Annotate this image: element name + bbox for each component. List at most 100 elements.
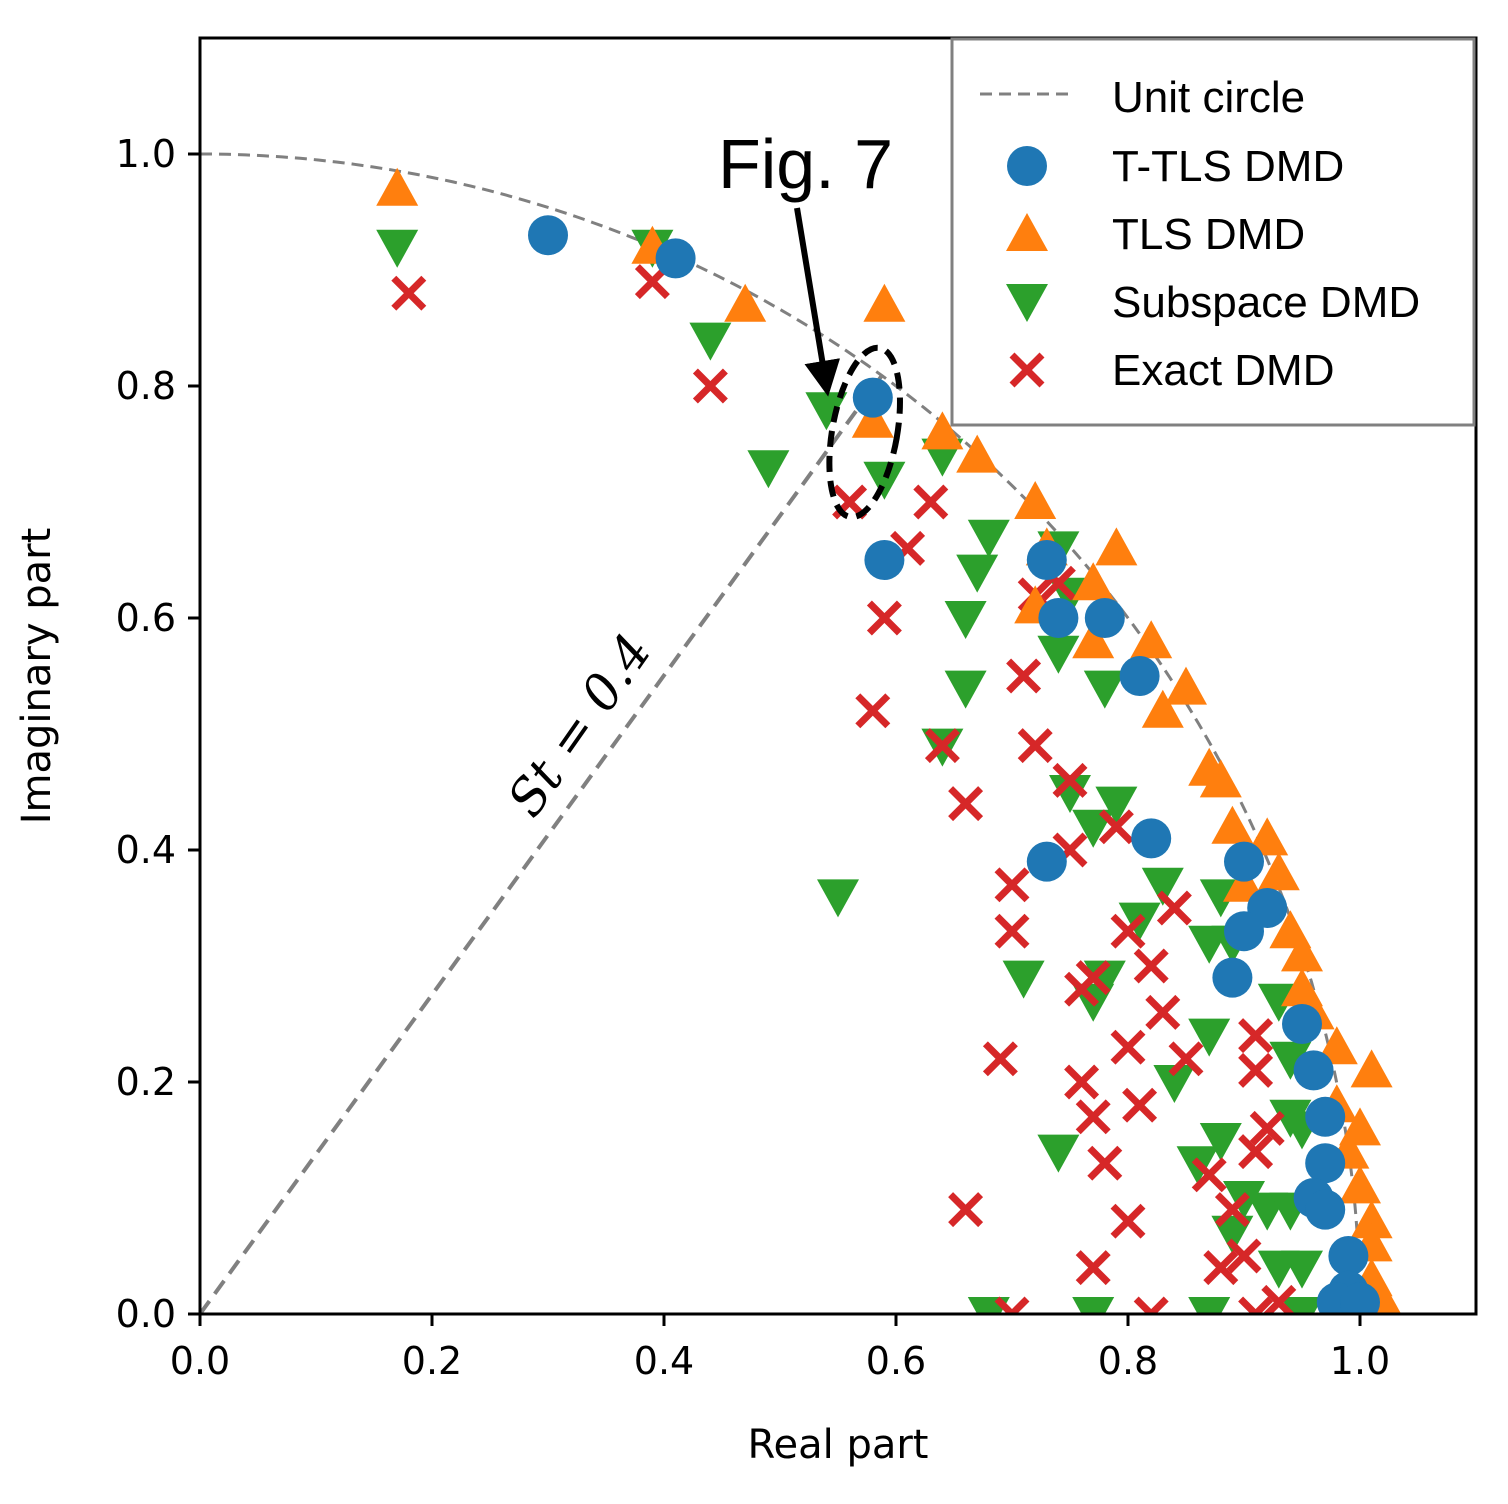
point-tls-dmd bbox=[1350, 1049, 1393, 1088]
point-tls-dmd bbox=[1246, 817, 1289, 856]
x-tick-label: 1.0 bbox=[1330, 1339, 1390, 1383]
point-exact-dmd bbox=[1238, 1134, 1274, 1170]
point-tls-dmd bbox=[1095, 527, 1138, 566]
point-subspace-dmd bbox=[1281, 1297, 1323, 1314]
point-exact-dmd bbox=[1133, 948, 1169, 984]
point-exact-dmd bbox=[1075, 1099, 1111, 1135]
point-tls-dmd bbox=[724, 283, 767, 322]
point-t-tls-dmd bbox=[1026, 841, 1067, 882]
point-exact-dmd bbox=[866, 600, 902, 636]
point-subspace-dmd bbox=[1188, 1018, 1231, 1057]
point-subspace-dmd bbox=[1188, 1297, 1231, 1314]
strouhal-line bbox=[200, 374, 884, 1314]
point-exact-dmd bbox=[1238, 1018, 1274, 1054]
point-subspace-dmd bbox=[1002, 960, 1045, 999]
legend-label-tls: TLS DMD bbox=[1112, 210, 1305, 259]
point-exact-dmd bbox=[948, 1192, 984, 1228]
point-t-tls-dmd bbox=[1084, 598, 1125, 638]
fig7-ellipse bbox=[826, 344, 903, 521]
point-t-tls-dmd bbox=[1224, 841, 1264, 882]
legend-marker-exact bbox=[1009, 352, 1045, 388]
point-subspace-dmd bbox=[1072, 809, 1115, 848]
point-subspace-dmd bbox=[689, 322, 732, 361]
y-axis-label: Imaginary part bbox=[14, 528, 60, 825]
point-tls-dmd bbox=[1141, 689, 1184, 728]
point-subspace-dmd bbox=[1188, 925, 1231, 964]
point-t-tls-dmd bbox=[1119, 656, 1160, 696]
x-tick-label: 0.8 bbox=[1098, 1339, 1158, 1383]
point-subspace-dmd bbox=[1269, 1041, 1312, 1080]
fig7-label: Fig. 7 bbox=[718, 125, 893, 203]
x-axis-label: Real part bbox=[748, 1422, 929, 1468]
point-t-tls-dmd bbox=[1328, 1236, 1369, 1276]
point-subspace-dmd bbox=[1095, 786, 1138, 825]
point-exact-dmd bbox=[1087, 1145, 1123, 1181]
legend-label-ttls: T-TLS DMD bbox=[1112, 142, 1344, 191]
point-exact-dmd bbox=[855, 693, 891, 729]
point-exact-dmd bbox=[913, 484, 949, 520]
point-subspace-dmd bbox=[1211, 1215, 1254, 1254]
point-tls-dmd bbox=[1199, 759, 1242, 798]
point-exact-dmd bbox=[1052, 762, 1088, 798]
point-exact-dmd bbox=[1238, 1296, 1274, 1314]
point-subspace-dmd bbox=[863, 461, 906, 500]
point-t-tls-dmd bbox=[1340, 1282, 1380, 1314]
y-tick-label: 0.2 bbox=[116, 1060, 176, 1104]
point-t-tls-dmd bbox=[852, 377, 893, 418]
point-tls-dmd bbox=[1014, 481, 1057, 519]
point-tls-dmd bbox=[863, 283, 906, 322]
point-tls-dmd bbox=[956, 434, 999, 473]
point-subspace-dmd bbox=[1141, 867, 1184, 906]
point-exact-dmd bbox=[1133, 1296, 1169, 1314]
point-subspace-dmd bbox=[1281, 1250, 1323, 1289]
y-tick-label: 0.4 bbox=[116, 828, 176, 872]
point-exact-dmd bbox=[692, 368, 728, 404]
point-exact-dmd bbox=[1075, 1250, 1111, 1286]
point-subspace-dmd bbox=[944, 670, 987, 709]
point-tls-dmd bbox=[1281, 933, 1323, 972]
point-subspace-dmd bbox=[805, 392, 848, 431]
point-subspace-dmd bbox=[1153, 1065, 1196, 1103]
point-subspace-dmd bbox=[1037, 635, 1080, 674]
point-tls-dmd bbox=[1072, 620, 1115, 659]
point-tls-dmd bbox=[1350, 1200, 1393, 1239]
point-t-tls-dmd bbox=[1305, 1189, 1346, 1230]
legend-label-subspace: Subspace DMD bbox=[1112, 278, 1420, 327]
point-exact-dmd bbox=[1191, 1157, 1227, 1193]
point-subspace-dmd bbox=[944, 601, 987, 639]
point-subspace-dmd bbox=[967, 519, 1010, 558]
point-t-tls-dmd bbox=[1131, 818, 1172, 859]
legend: Unit circle T-TLS DMD TLS DMD Subspace D… bbox=[950, 37, 1476, 427]
point-subspace-dmd bbox=[956, 554, 999, 593]
point-exact-dmd bbox=[924, 728, 960, 764]
point-subspace-dmd bbox=[817, 879, 859, 918]
legend-marker-subspace bbox=[1006, 284, 1048, 322]
point-exact-dmd bbox=[1168, 1041, 1204, 1077]
point-tls-dmd bbox=[921, 411, 964, 450]
point-exact-dmd bbox=[994, 1296, 1030, 1314]
x-tick-label: 0.0 bbox=[170, 1339, 230, 1383]
point-subspace-dmd bbox=[747, 450, 790, 489]
x-tick-label: 0.2 bbox=[402, 1339, 462, 1383]
point-tls-dmd bbox=[1211, 805, 1254, 844]
plot-frame bbox=[198, 36, 1478, 1316]
point-t-tls-dmd bbox=[1026, 540, 1067, 580]
point-t-tls-dmd bbox=[1305, 1096, 1346, 1137]
point-exact-dmd bbox=[1122, 1087, 1158, 1123]
point-tls-dmd bbox=[1130, 620, 1173, 659]
point-exact-dmd bbox=[1006, 658, 1042, 694]
point-exact-dmd bbox=[1017, 728, 1053, 764]
point-subspace-dmd bbox=[1049, 775, 1091, 813]
legend-label-unit-circle: Unit circle bbox=[1112, 73, 1305, 122]
point-exact-dmd bbox=[1203, 1250, 1239, 1286]
y-tick-label: 1.0 bbox=[116, 132, 176, 176]
point-exact-dmd bbox=[982, 1041, 1018, 1077]
point-tls-dmd bbox=[1072, 562, 1115, 601]
fig7-annotation: Fig. 7 bbox=[718, 125, 903, 521]
point-tls-dmd bbox=[1315, 1026, 1358, 1065]
point-exact-dmd bbox=[1226, 1238, 1262, 1274]
point-t-tls-dmd bbox=[528, 215, 568, 256]
point-exact-dmd bbox=[1214, 1192, 1250, 1228]
point-t-tls-dmd bbox=[1224, 911, 1264, 952]
